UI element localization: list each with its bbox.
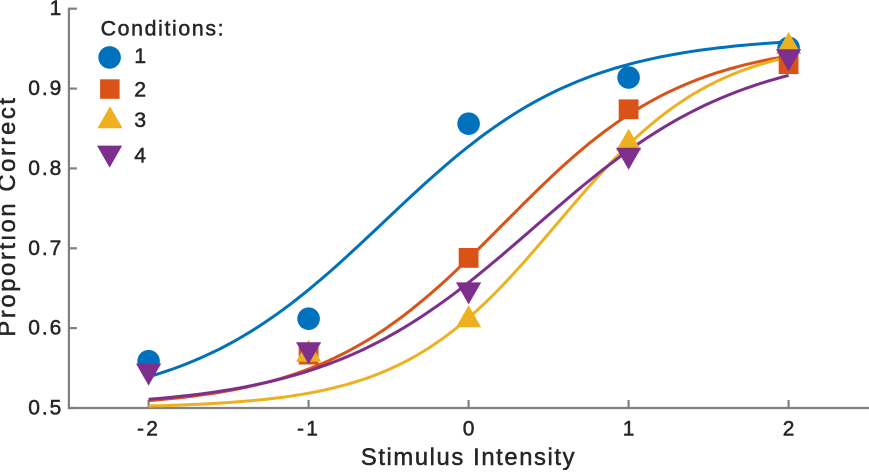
svg-text:0.5: 0.5 xyxy=(28,397,63,420)
svg-text:3: 3 xyxy=(134,108,146,132)
svg-text:-1: -1 xyxy=(297,418,320,441)
svg-text:1: 1 xyxy=(50,0,64,20)
svg-text:Conditions:: Conditions: xyxy=(101,17,226,41)
svg-text:2: 2 xyxy=(783,418,795,441)
svg-text:0.9: 0.9 xyxy=(28,77,63,100)
svg-text:1: 1 xyxy=(134,44,146,68)
svg-text:0: 0 xyxy=(463,418,475,441)
svg-text:0.7: 0.7 xyxy=(28,237,63,260)
svg-text:Stimulus Intensity: Stimulus Intensity xyxy=(361,444,576,470)
svg-text:0.6: 0.6 xyxy=(28,317,63,340)
svg-text:4: 4 xyxy=(134,143,146,167)
svg-text:Proportion Correct: Proportion Correct xyxy=(0,95,21,336)
svg-text:0.8: 0.8 xyxy=(28,157,63,180)
svg-text:2: 2 xyxy=(134,78,146,102)
svg-text:1: 1 xyxy=(623,418,635,441)
svg-text:-2: -2 xyxy=(137,418,160,441)
